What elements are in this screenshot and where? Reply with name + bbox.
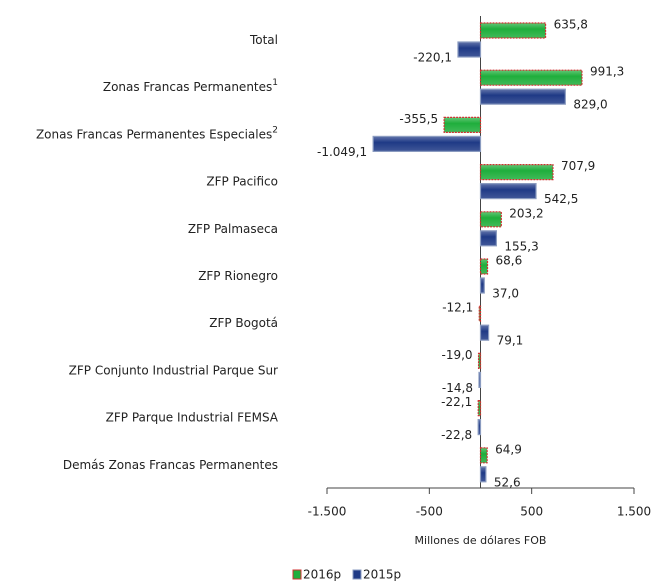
category-text: ZFP Bogotá <box>209 316 278 330</box>
x-tick-label: -500 <box>416 505 443 519</box>
category-label: Zonas Francas Permanentes1 <box>103 78 278 94</box>
bar <box>479 69 583 86</box>
category-note: 2 <box>272 125 278 135</box>
bar <box>372 135 482 152</box>
value-label: -355,5 <box>399 112 438 126</box>
value-label: 707,9 <box>561 159 595 173</box>
bar <box>478 305 482 322</box>
bar <box>477 419 482 436</box>
category-text: Zonas Francas Permanentes <box>103 80 272 94</box>
value-label: -220,1 <box>413 51 452 65</box>
bar <box>479 230 497 247</box>
category-text: ZFP Palmaseca <box>188 221 278 235</box>
bar <box>479 324 490 341</box>
value-label: -1.049,1 <box>317 145 367 159</box>
category-label: ZFP Pacifico <box>206 174 278 188</box>
legend-label: 2015p <box>363 568 401 582</box>
value-label: 635,8 <box>554 18 588 32</box>
value-label: 991,3 <box>590 65 624 79</box>
bar <box>477 400 482 417</box>
bar <box>479 466 487 483</box>
value-label: 155,3 <box>504 239 538 253</box>
value-label: 829,0 <box>573 98 607 112</box>
bar <box>457 41 482 58</box>
bar <box>479 258 489 275</box>
category-text: ZFP Pacifico <box>206 174 278 188</box>
bar <box>477 352 482 369</box>
legend-label: 2016p <box>303 568 341 582</box>
value-label: -22,1 <box>441 395 472 409</box>
x-tick-label: 1.500 <box>617 505 651 519</box>
bar <box>479 211 502 228</box>
x-tick-label: 500 <box>520 505 543 519</box>
value-label: 37,0 <box>492 287 519 301</box>
category-text: ZFP Parque Industrial FEMSA <box>106 410 279 424</box>
bar <box>479 88 566 105</box>
category-text: Demás Zonas Francas Permanentes <box>63 457 278 471</box>
category-note: 1 <box>272 78 278 88</box>
value-label: 52,6 <box>494 475 521 489</box>
value-label: -22,8 <box>441 428 472 442</box>
value-label: 68,6 <box>496 254 523 268</box>
category-text: ZFP Rionegro <box>198 269 278 283</box>
category-text: Total <box>249 33 278 47</box>
category-label: ZFP Conjunto Industrial Parque Sur <box>69 363 278 377</box>
value-label: 79,1 <box>497 334 524 348</box>
value-label: -12,1 <box>442 301 473 315</box>
x-tick-label: -1.500 <box>308 505 347 519</box>
category-label: ZFP Parque Industrial FEMSA <box>106 410 279 424</box>
value-label: 203,2 <box>509 206 543 220</box>
x-axis-title: Millones de dólares FOB <box>415 534 547 547</box>
category-label: Total <box>249 33 278 47</box>
value-label: 64,9 <box>495 442 522 456</box>
category-label: ZFP Bogotá <box>209 316 278 330</box>
legend-swatch <box>352 569 362 580</box>
bar <box>479 277 485 294</box>
value-label: 542,5 <box>544 192 578 206</box>
category-label: ZFP Rionegro <box>198 269 278 283</box>
bar <box>479 183 537 200</box>
bar <box>479 22 547 39</box>
category-text: ZFP Conjunto Industrial Parque Sur <box>69 363 278 377</box>
bar <box>479 447 488 464</box>
bar <box>479 164 554 181</box>
value-label: -19,0 <box>441 348 472 362</box>
category-label: Demás Zonas Francas Permanentes <box>63 457 278 471</box>
category-label: ZFP Palmaseca <box>188 221 278 235</box>
bar <box>478 371 482 388</box>
category-label: Zonas Francas Permanentes Especiales2 <box>36 125 278 141</box>
bar <box>443 116 482 134</box>
category-text: Zonas Francas Permanentes Especiales <box>36 127 272 141</box>
legend-swatch <box>292 569 302 580</box>
value-label: -14,8 <box>442 381 473 395</box>
